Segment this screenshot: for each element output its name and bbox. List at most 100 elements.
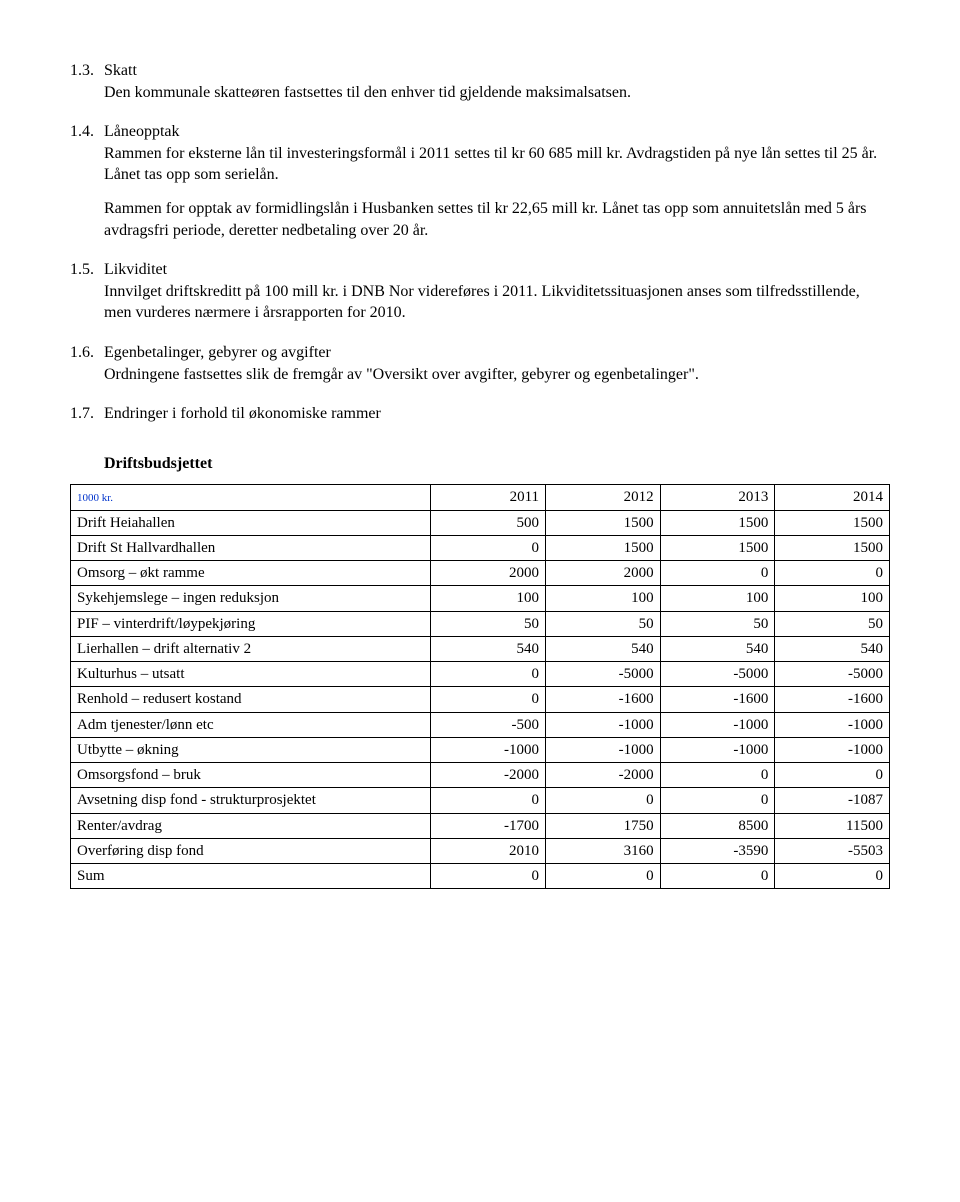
- row-value: 0: [660, 561, 775, 586]
- row-value: 0: [546, 788, 661, 813]
- row-value: -1600: [775, 687, 890, 712]
- row-value: 8500: [660, 813, 775, 838]
- row-value: -1000: [775, 712, 890, 737]
- table-row: Overføring disp fond20103160-3590-5503: [71, 838, 890, 863]
- row-value: -1000: [546, 737, 661, 762]
- row-value: 50: [775, 611, 890, 636]
- row-value: 540: [546, 636, 661, 661]
- table-row: Sykehjemslege – ingen reduksjon100100100…: [71, 586, 890, 611]
- row-value: 1500: [775, 510, 890, 535]
- row-value: 1500: [660, 510, 775, 535]
- table-row: PIF – vinterdrift/løypekjøring50505050: [71, 611, 890, 636]
- row-value: -1000: [546, 712, 661, 737]
- row-label: Adm tjenester/lønn etc: [71, 712, 431, 737]
- section-paragraph: Den kommunale skatteøren fastsettes til …: [104, 84, 631, 101]
- section-number: 1.4.: [70, 121, 104, 143]
- row-label: PIF – vinterdrift/løypekjøring: [71, 611, 431, 636]
- row-value: -1000: [431, 737, 546, 762]
- row-value: 0: [431, 662, 546, 687]
- section-title: Låneopptak: [104, 121, 180, 143]
- row-value: -1000: [660, 737, 775, 762]
- row-label: Drift Heiahallen: [71, 510, 431, 535]
- row-value: 1750: [546, 813, 661, 838]
- row-value: 0: [775, 561, 890, 586]
- row-value: 0: [431, 535, 546, 560]
- row-value: 11500: [775, 813, 890, 838]
- row-value: 0: [775, 864, 890, 889]
- row-value: -5000: [775, 662, 890, 687]
- row-value: -1000: [660, 712, 775, 737]
- table-row: Drift St Hallvardhallen0150015001500: [71, 535, 890, 560]
- table-row: Kulturhus – utsatt0-5000-5000-5000: [71, 662, 890, 687]
- section-paragraph: Innvilget driftskreditt på 100 mill kr. …: [104, 283, 860, 322]
- row-value: -2000: [431, 763, 546, 788]
- row-label: Renter/avdrag: [71, 813, 431, 838]
- row-label: Overføring disp fond: [71, 838, 431, 863]
- section-title: Skatt: [104, 60, 137, 82]
- row-value: -5000: [546, 662, 661, 687]
- row-value: 1500: [546, 510, 661, 535]
- table-row: Omsorgsfond – bruk-2000-200000: [71, 763, 890, 788]
- row-value: 2000: [546, 561, 661, 586]
- row-label: Kulturhus – utsatt: [71, 662, 431, 687]
- table-row: Renhold – redusert kostand0-1600-1600-16…: [71, 687, 890, 712]
- row-value: -1000: [775, 737, 890, 762]
- section-paragraph: Rammen for eksterne lån til investerings…: [104, 145, 877, 184]
- table-row: Utbytte – økning-1000-1000-1000-1000: [71, 737, 890, 762]
- row-value: -2000: [546, 763, 661, 788]
- budget-table: 1000 kr. 2011 2012 2013 2014 Drift Heiah…: [70, 484, 890, 889]
- row-value: 0: [431, 687, 546, 712]
- table-row: Adm tjenester/lønn etc-500-1000-1000-100…: [71, 712, 890, 737]
- row-value: 0: [660, 864, 775, 889]
- row-value: -500: [431, 712, 546, 737]
- table-row: Sum0000: [71, 864, 890, 889]
- row-value: -1700: [431, 813, 546, 838]
- row-value: 50: [431, 611, 546, 636]
- table-body: Drift Heiahallen500150015001500 Drift St…: [71, 510, 890, 889]
- row-value: -1087: [775, 788, 890, 813]
- year-header: 2013: [660, 485, 775, 510]
- table-row: Omsorg – økt ramme2000200000: [71, 561, 890, 586]
- row-label: Lierhallen – drift alternativ 2: [71, 636, 431, 661]
- year-header: 2014: [775, 485, 890, 510]
- table-row: Renter/avdrag-17001750850011500: [71, 813, 890, 838]
- row-label: Renhold – redusert kostand: [71, 687, 431, 712]
- table-row: Avsetning disp fond - strukturprosjektet…: [71, 788, 890, 813]
- section-1-6: 1.6. Egenbetalinger, gebyrer og avgifter…: [70, 342, 890, 385]
- row-value: 3160: [546, 838, 661, 863]
- section-number: 1.5.: [70, 259, 104, 281]
- section-1-3: 1.3. Skatt Den kommunale skatteøren fast…: [70, 60, 890, 103]
- row-value: 2000: [431, 561, 546, 586]
- section-title: Likviditet: [104, 259, 167, 281]
- row-value: 1500: [660, 535, 775, 560]
- row-value: -5503: [775, 838, 890, 863]
- row-value: 100: [431, 586, 546, 611]
- section-number: 1.6.: [70, 342, 104, 364]
- section-1-4: 1.4. Låneopptak Rammen for eksterne lån …: [70, 121, 890, 241]
- row-label: Utbytte – økning: [71, 737, 431, 762]
- row-value: 0: [431, 788, 546, 813]
- row-value: 0: [775, 763, 890, 788]
- table-corner-label: 1000 kr.: [77, 492, 113, 504]
- row-value: 50: [546, 611, 661, 636]
- row-label: Omsorg – økt ramme: [71, 561, 431, 586]
- row-label: Avsetning disp fond - strukturprosjektet: [71, 788, 431, 813]
- row-value: 540: [775, 636, 890, 661]
- row-label: Drift St Hallvardhallen: [71, 535, 431, 560]
- row-value: -1600: [660, 687, 775, 712]
- section-number: 1.7.: [70, 403, 104, 425]
- row-value: 100: [660, 586, 775, 611]
- row-value: 500: [431, 510, 546, 535]
- year-header: 2011: [431, 485, 546, 510]
- row-label: Sykehjemslege – ingen reduksjon: [71, 586, 431, 611]
- row-value: -5000: [660, 662, 775, 687]
- row-value: 1500: [775, 535, 890, 560]
- table-row: Drift Heiahallen500150015001500: [71, 510, 890, 535]
- row-value: 50: [660, 611, 775, 636]
- table-row: Lierhallen – drift alternativ 2540540540…: [71, 636, 890, 661]
- table-header-row: 1000 kr. 2011 2012 2013 2014: [71, 485, 890, 510]
- row-value: 0: [431, 864, 546, 889]
- row-value: 2010: [431, 838, 546, 863]
- row-label: Sum: [71, 864, 431, 889]
- row-value: -3590: [660, 838, 775, 863]
